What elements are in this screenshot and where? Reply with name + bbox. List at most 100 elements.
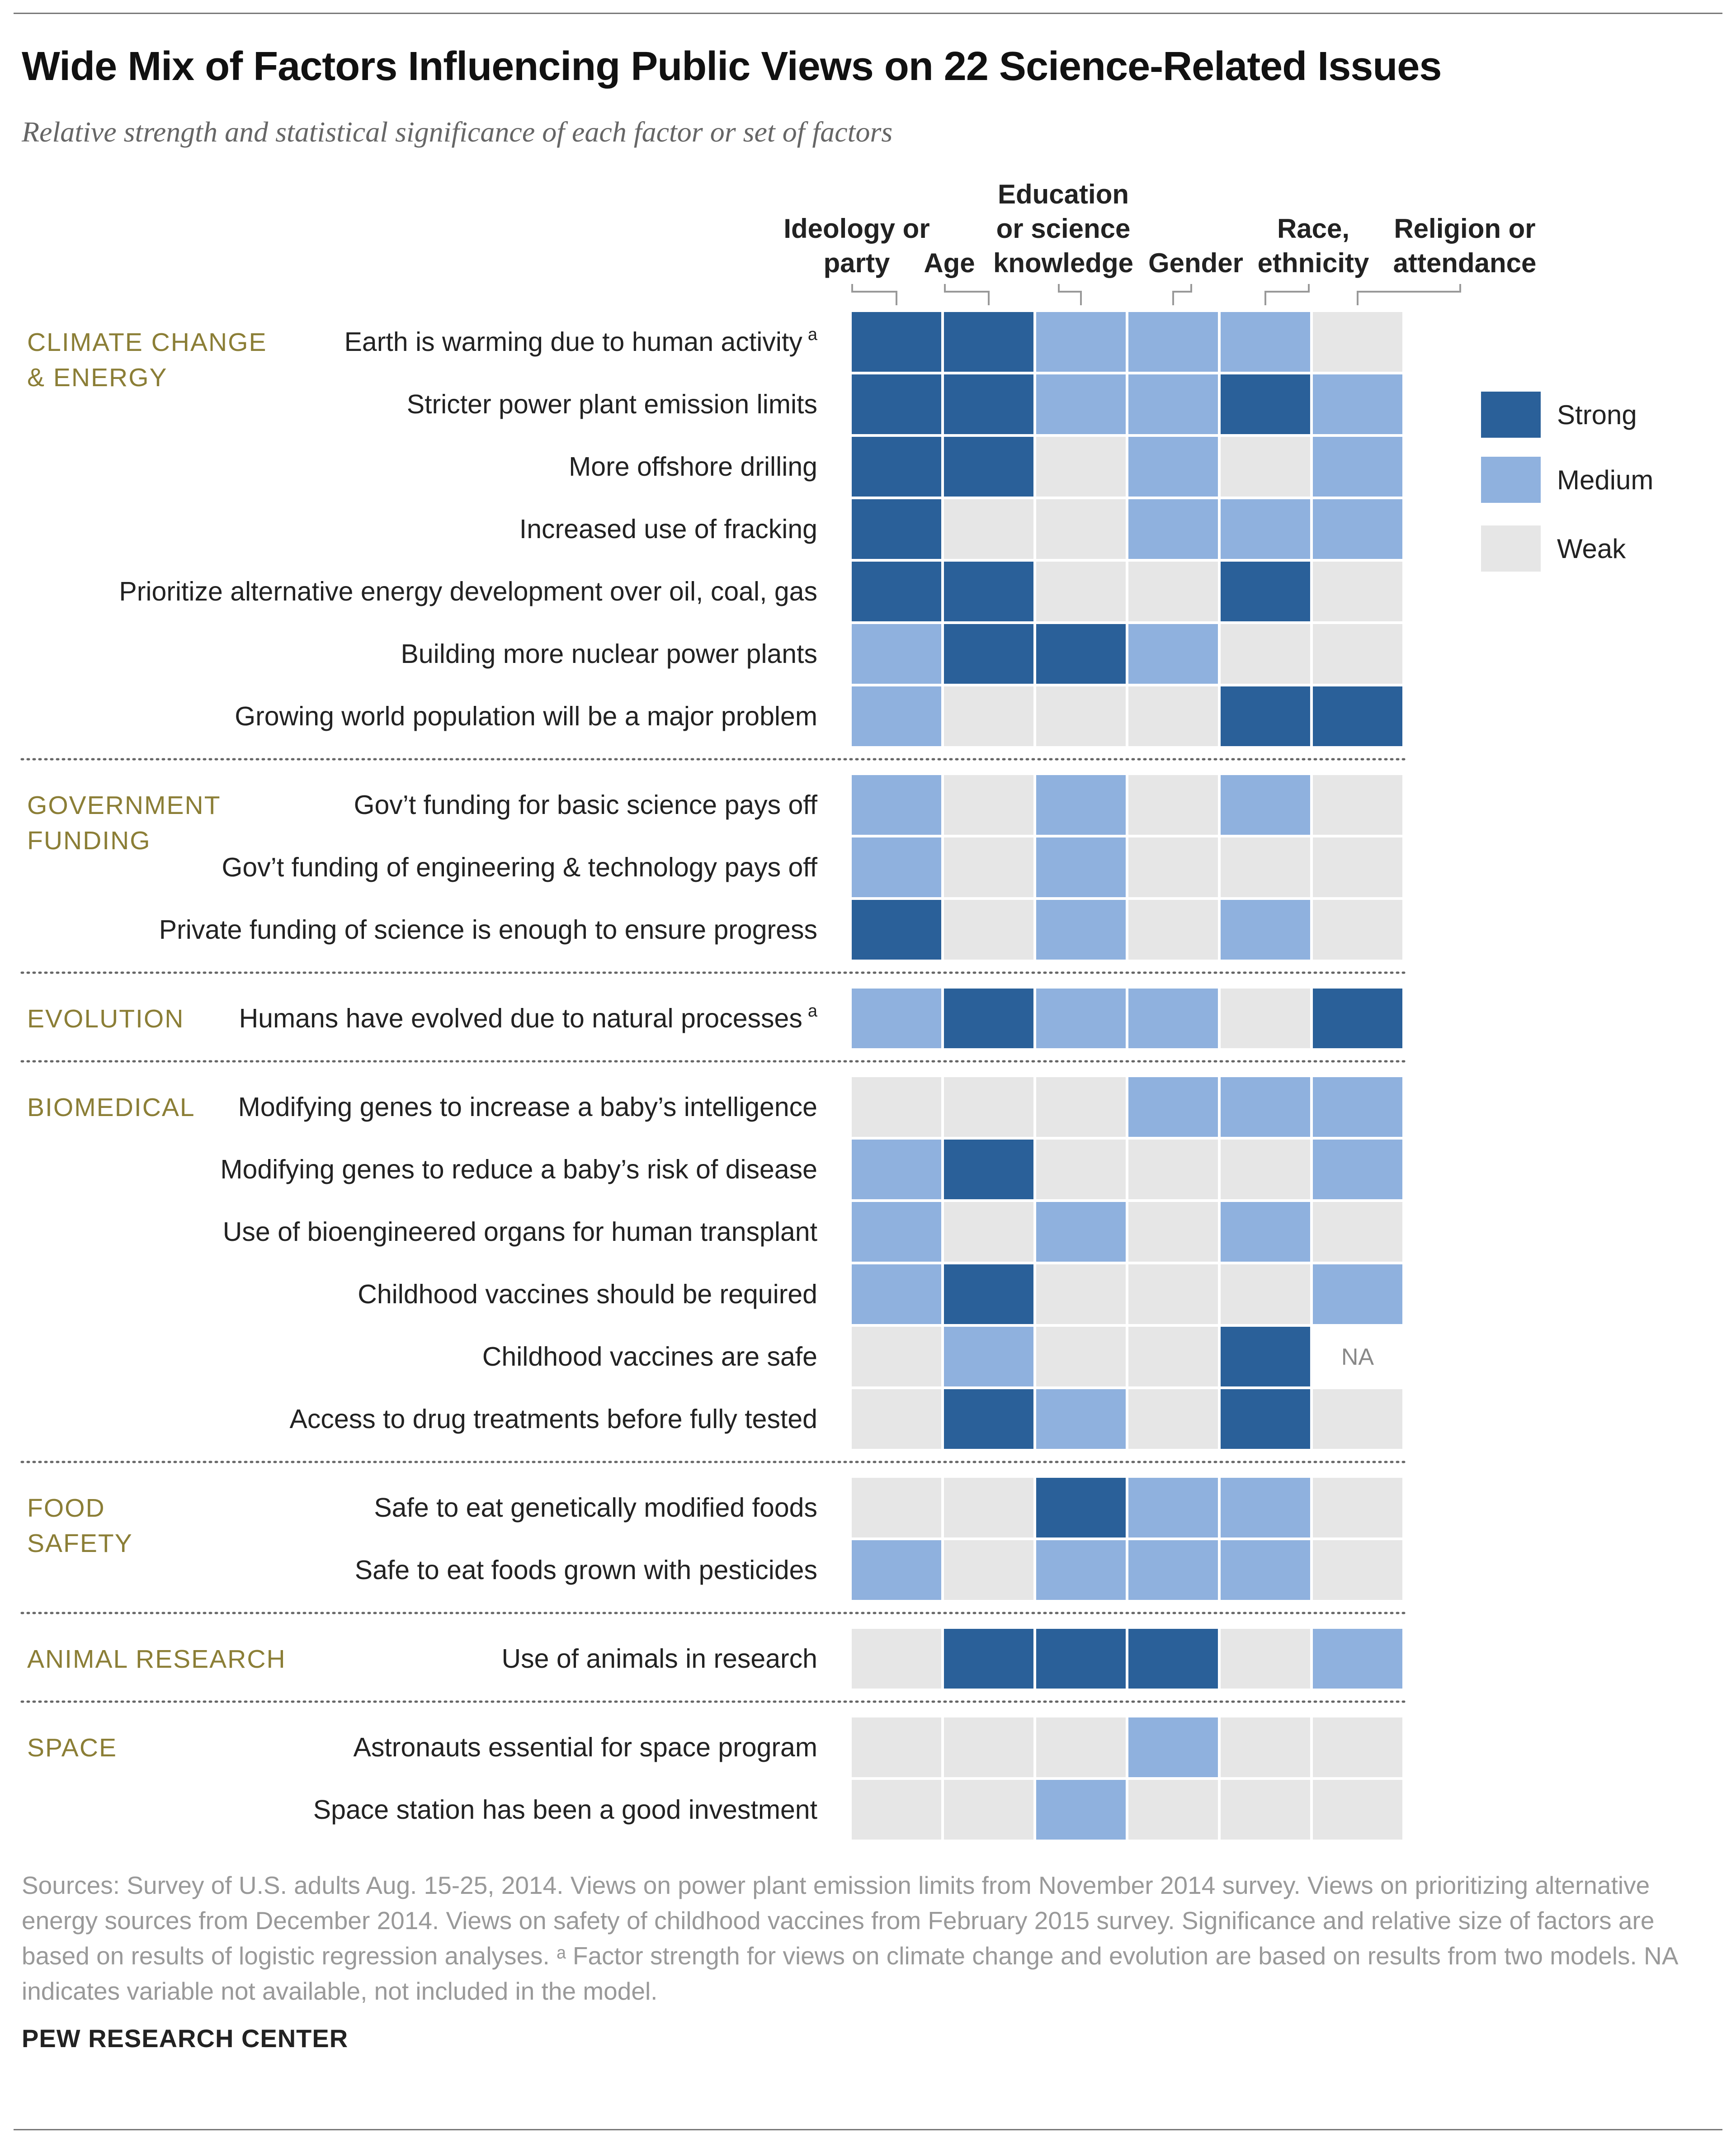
row-label: Childhood vaccines are safe: [482, 1342, 817, 1372]
column-bracket: [851, 284, 897, 305]
column-bracket: [1058, 284, 1082, 305]
heatmap-cell: [1221, 499, 1310, 559]
heatmap-cell: [1036, 1327, 1126, 1386]
heatmap-cell: [1313, 1202, 1402, 1262]
column-bracket: [944, 284, 990, 305]
heatmap-cell: [1221, 1077, 1310, 1137]
heatmap-cell: [1128, 624, 1218, 684]
heatmap-cell: [852, 900, 941, 960]
heatmap-cell: [944, 374, 1033, 434]
heatmap-cell: [852, 437, 941, 497]
legend-label: Medium: [1557, 465, 1653, 495]
column-header: attendance: [1393, 248, 1537, 278]
heatmap-cell: [1313, 900, 1402, 960]
heatmap-cell: [944, 1389, 1033, 1449]
heatmap-cell: [1221, 1780, 1310, 1840]
row-label: Gov’t funding of engineering & technolog…: [222, 852, 818, 882]
row-label: Growing world population will be a major…: [235, 701, 817, 731]
heatmap-cell: [1128, 1629, 1218, 1689]
heatmap-cell: [1036, 1540, 1126, 1600]
heatmap-cell: [1036, 900, 1126, 960]
heatmap-cell: [1313, 686, 1402, 746]
heatmap-cell: [1128, 499, 1218, 559]
heatmap-cell: [1221, 900, 1310, 960]
heatmap-cell: [852, 1140, 941, 1199]
heatmap-cell: [1128, 837, 1218, 897]
heatmap-cell: [1313, 1478, 1402, 1537]
category-label: FOOD: [27, 1494, 105, 1523]
heatmap-cell: [1221, 1540, 1310, 1600]
heatmap-cell: [1221, 374, 1310, 434]
heatmap-cell: [852, 499, 941, 559]
heatmap-cell: [1313, 312, 1402, 372]
heatmap-cell: [1313, 1780, 1402, 1840]
heatmap-cell: [1313, 1264, 1402, 1324]
heatmap-cell: [1313, 1629, 1402, 1689]
heatmap-cell: [1128, 1140, 1218, 1199]
top-rule: [14, 13, 1722, 14]
column-header: Race,: [1277, 213, 1349, 244]
heatmap-cell: [1128, 437, 1218, 497]
column-header: Gender: [1148, 248, 1243, 278]
heatmap-cell: [944, 499, 1033, 559]
heatmap-cell: [1221, 1717, 1310, 1777]
heatmap-cell: [1036, 1202, 1126, 1262]
row-label: Earth is warming due to human activity a: [344, 325, 818, 357]
heatmap-cell: [1128, 1540, 1218, 1600]
row-label: Modifying genes to reduce a baby’s risk …: [220, 1154, 817, 1184]
heatmap-cell: [852, 1780, 941, 1840]
legend-swatch: [1481, 525, 1541, 572]
heatmap-cell: [1313, 1140, 1402, 1199]
heatmap-cell: [1221, 1327, 1310, 1386]
heatmap-cell: [1221, 1389, 1310, 1449]
column-header: party: [824, 248, 890, 278]
column-bracket: [1357, 284, 1461, 305]
heatmap-cell: [944, 900, 1033, 960]
row-label: Modifying genes to increase a baby’s int…: [238, 1092, 817, 1122]
heatmap-cell: [1313, 437, 1402, 497]
column-bracket: [1172, 284, 1192, 305]
heatmap-cell: [944, 1717, 1033, 1777]
chart-subtitle: Relative strength and statistical signif…: [22, 116, 893, 148]
heatmap-cell: [1221, 686, 1310, 746]
heatmap-cell: [1036, 499, 1126, 559]
column-header: Ideology or: [783, 213, 929, 244]
heatmap-cell: [852, 989, 941, 1048]
heatmap-cell: [1036, 775, 1126, 835]
heatmap-cell: [944, 562, 1033, 621]
heatmap-cell: [1036, 1780, 1126, 1840]
heatmap-cell: [944, 1140, 1033, 1199]
heatmap-cell: [1221, 1478, 1310, 1537]
heatmap-cell: [1128, 989, 1218, 1048]
heatmap-cell: [1128, 900, 1218, 960]
category-label: SAFETY: [27, 1529, 133, 1558]
heatmap-cell: [852, 1327, 941, 1386]
row-label: Access to drug treatments before fully t…: [290, 1404, 817, 1434]
heatmap-cell: [944, 312, 1033, 372]
heatmap-cell: [1036, 374, 1126, 434]
heatmap-cell: [852, 1540, 941, 1600]
row-label: Building more nuclear power plants: [401, 639, 817, 669]
heatmap-cell: [852, 1202, 941, 1262]
heatmap-cell: [1128, 562, 1218, 621]
row-label: Prioritize alternative energy developmen…: [119, 577, 817, 606]
heatmap-cell: [1128, 775, 1218, 835]
column-header: Religion or: [1394, 213, 1535, 244]
heatmap-cell: [1036, 1264, 1126, 1324]
column-header: Age: [924, 248, 975, 278]
heatmap-cell: [1036, 312, 1126, 372]
heatmap-cell: [852, 624, 941, 684]
heatmap-cell: [1221, 1629, 1310, 1689]
category-label: GOVERNMENT: [27, 791, 221, 820]
heatmap-cell: [944, 1264, 1033, 1324]
heatmap-cell: [1128, 1389, 1218, 1449]
heatmap-cell: [852, 1389, 941, 1449]
column-header: ethnicity: [1258, 248, 1369, 278]
heatmap-cell: [1313, 989, 1402, 1048]
row-label: Increased use of fracking: [519, 514, 817, 544]
heatmap-cell: [1036, 1478, 1126, 1537]
heatmap-cell: [1036, 686, 1126, 746]
heatmap-cell: [1313, 837, 1402, 897]
heatmap-cell: [852, 1717, 941, 1777]
heatmap-cell: [944, 1478, 1033, 1537]
